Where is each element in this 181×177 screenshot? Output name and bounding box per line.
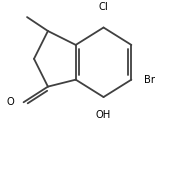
Text: OH: OH: [96, 110, 111, 120]
Text: Br: Br: [144, 75, 155, 85]
Text: O: O: [6, 97, 14, 107]
Text: Cl: Cl: [99, 2, 108, 12]
